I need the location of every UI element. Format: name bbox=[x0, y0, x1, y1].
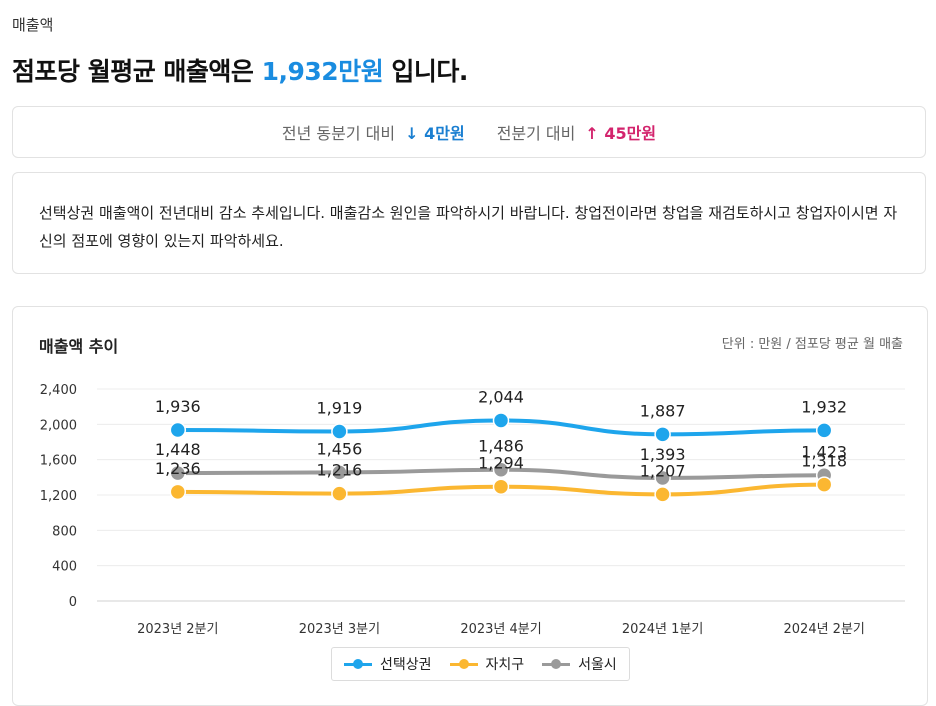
x-tick-label: 2023년 4분기 bbox=[460, 622, 541, 637]
data-label: 1,216 bbox=[316, 461, 362, 480]
sales-trend-card: 매출액 추이 단위 : 만원 / 점포당 평균 월 매출 0 400 800 1,20… bbox=[12, 306, 928, 706]
y-tick-label: 400 bbox=[52, 560, 77, 575]
data-label: 1,393 bbox=[640, 445, 686, 464]
data-point bbox=[654, 426, 671, 443]
legend-item[interactable]: 선택상권 bbox=[344, 654, 432, 674]
legend-swatch bbox=[542, 659, 571, 669]
data-point bbox=[331, 464, 348, 481]
advice-message-box: 선택상권 매출액이 전년대비 감소 추세입니다. 매출감소 원인을 파악하시기 … bbox=[12, 172, 926, 274]
data-label: 2,044 bbox=[478, 387, 524, 406]
legend-item[interactable]: 서울시 bbox=[542, 654, 617, 674]
data-point bbox=[654, 486, 671, 503]
advice-message: 선택상권 매출액이 전년대비 감소 추세입니다. 매출감소 원인을 파악하시기 … bbox=[39, 204, 898, 250]
sales-trend-chart: 0 400 800 1,200 1,600 2,000 2,400 2023년 2분기 2023… bbox=[40, 383, 905, 637]
data-label: 1,448 bbox=[155, 440, 201, 459]
data-label: 1,456 bbox=[316, 439, 362, 458]
y-tick-label: 0 bbox=[69, 595, 77, 610]
headline-prefix: 점포당 월평균 매출액은 bbox=[12, 57, 262, 86]
yoy-comparison: 전년 동분기 대비 ↓ 4만원 bbox=[282, 120, 465, 144]
x-tick-label: 2024년 1분기 bbox=[622, 622, 703, 637]
data-point bbox=[331, 423, 348, 440]
data-label: 1,207 bbox=[640, 461, 686, 480]
headline-value: 1,932만원 bbox=[261, 57, 384, 86]
legend-swatch bbox=[449, 659, 478, 669]
chart-unit-note: 단위 : 만원 / 점포당 평균 월 매출 bbox=[721, 337, 903, 352]
chart-legend: 선택상권 자치구 서울시 bbox=[331, 647, 630, 681]
qoq-amount: 45만원 bbox=[604, 124, 657, 143]
chart-title: 매출액 추이 bbox=[39, 337, 119, 356]
data-point bbox=[492, 461, 510, 478]
data-label: 1,236 bbox=[155, 459, 201, 478]
legend-dot bbox=[458, 659, 469, 669]
data-label: 1,423 bbox=[801, 442, 847, 461]
data-label: 1,318 bbox=[801, 452, 847, 471]
yoy-amount: 4만원 bbox=[424, 124, 465, 143]
qoq-label: 전분기 대비 bbox=[496, 124, 576, 143]
x-tick-label: 2024년 2분기 bbox=[784, 622, 865, 637]
qoq-comparison: 전분기 대비 ↑ 45만원 bbox=[497, 120, 656, 144]
qoq-value: ↑ 45만원 bbox=[585, 120, 656, 144]
data-point bbox=[169, 421, 187, 439]
data-point bbox=[169, 464, 187, 482]
data-label: 1,486 bbox=[478, 437, 524, 456]
comparison-box: 전년 동분기 대비 ↓ 4만원 전분기 대비 ↑ 45만원 bbox=[12, 106, 926, 158]
y-tick-label: 1,600 bbox=[40, 454, 77, 469]
arrow-up-icon: ↑ bbox=[585, 124, 599, 143]
page-headline: 점포당 월평균 매출액은 1,932만원 입니다. bbox=[12, 52, 468, 88]
y-tick-label: 2,000 bbox=[40, 418, 77, 433]
y-tick-label: 1,200 bbox=[40, 489, 77, 504]
data-point bbox=[815, 476, 833, 493]
data-label: 1,294 bbox=[478, 454, 524, 473]
y-tick-label: 800 bbox=[52, 524, 77, 539]
data-point bbox=[815, 422, 833, 439]
data-label: 1,932 bbox=[801, 397, 847, 416]
data-point bbox=[169, 483, 187, 501]
data-label: 1,887 bbox=[640, 401, 686, 420]
arrow-down-icon: ↓ bbox=[405, 124, 419, 143]
legend-item[interactable]: 자치구 bbox=[449, 654, 525, 674]
data-label: 1,919 bbox=[316, 398, 362, 417]
headline-suffix: 입니다. bbox=[383, 57, 468, 86]
legend-label: 자치구 bbox=[485, 657, 525, 673]
legend-label: 선택상권 bbox=[380, 657, 432, 673]
x-tick-label: 2023년 2분기 bbox=[137, 622, 218, 637]
yoy-label: 전년 동분기 대비 bbox=[281, 124, 396, 143]
legend-label: 서울시 bbox=[578, 657, 617, 673]
legend-dot bbox=[353, 659, 363, 669]
data-point bbox=[492, 478, 510, 495]
yoy-value: ↓ 4만원 bbox=[405, 120, 465, 144]
data-point bbox=[654, 469, 671, 487]
x-tick-label: 2023년 3분기 bbox=[299, 622, 380, 637]
section-label: 매출액 bbox=[12, 16, 54, 34]
data-point bbox=[331, 485, 348, 502]
y-tick-label: 2,400 bbox=[40, 383, 77, 398]
legend-swatch bbox=[344, 659, 372, 669]
legend-dot bbox=[551, 659, 562, 669]
data-label: 1,936 bbox=[155, 397, 201, 416]
data-point bbox=[492, 412, 510, 429]
